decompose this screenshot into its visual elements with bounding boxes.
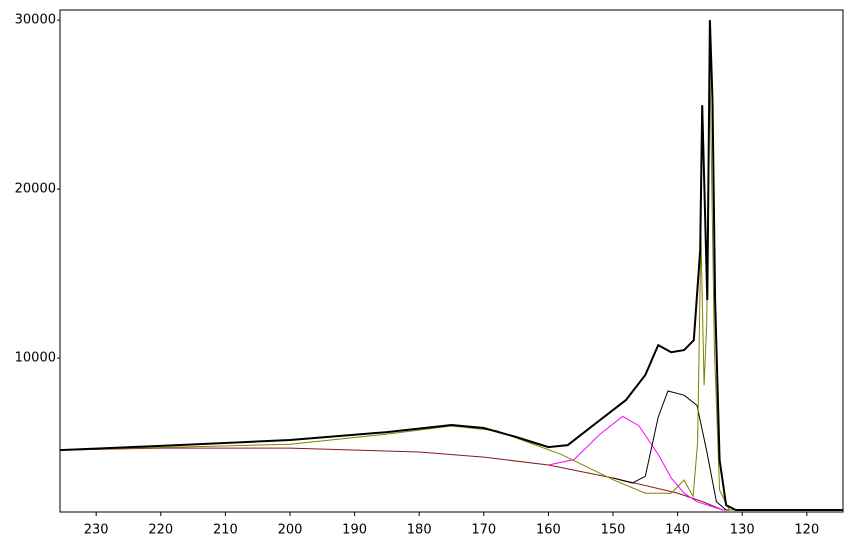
x-tick-label: 170 — [471, 523, 496, 538]
x-tick-label: 150 — [601, 523, 626, 538]
x-tick-label: 220 — [148, 523, 173, 538]
y-tick-label: 10000 — [15, 351, 56, 366]
x-tick-label: 160 — [536, 523, 561, 538]
x-tick-label: 200 — [278, 523, 303, 538]
series-line — [59, 65, 843, 511]
x-tick-label: 140 — [665, 523, 690, 538]
series-line — [612, 390, 843, 511]
x-tick-label: 190 — [342, 523, 367, 538]
plot-frame — [59, 9, 844, 513]
x-tick-label: 120 — [794, 523, 819, 538]
series-line — [59, 20, 843, 511]
x-tick-label: 210 — [213, 523, 238, 538]
series-line — [548, 415, 843, 511]
y-tick-label: 30000 — [15, 13, 56, 28]
y-tick-label: 20000 — [15, 182, 56, 197]
x-tick-label: 230 — [84, 523, 109, 538]
x-tick-label: 130 — [730, 523, 755, 538]
x-tick-label: 180 — [407, 523, 432, 538]
